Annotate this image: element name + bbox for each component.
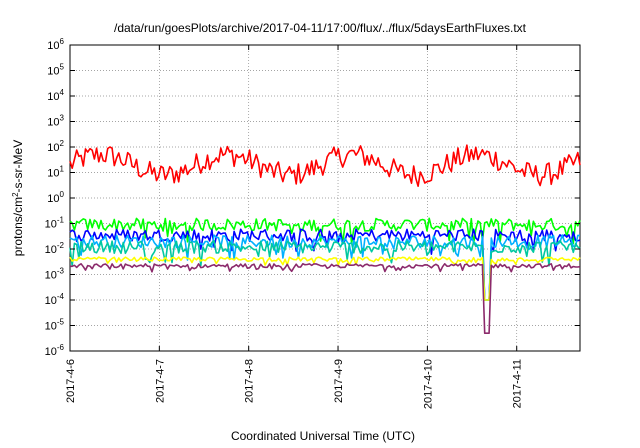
- x-axis-label: Coordinated Universal Time (UTC): [231, 429, 415, 443]
- x-tick-label: 2017-4-6: [65, 359, 77, 403]
- grid: [70, 45, 580, 351]
- x-tick-label: 2017-4-7: [154, 359, 166, 403]
- x-tick-label: 2017-4-10: [422, 359, 434, 409]
- y-tick-label: 103: [47, 114, 64, 129]
- x-tick-label: 2017-4-9: [333, 359, 345, 403]
- y-tick-label: 10-2: [45, 241, 65, 256]
- plot-area: [69, 44, 581, 352]
- y-axis-label: protons/cm2-s-sr-MeV: [11, 140, 26, 256]
- y-tick-label: 10-6: [45, 343, 65, 358]
- y-tick-label: 10-4: [45, 292, 65, 307]
- y-tick-label: 10-5: [45, 318, 65, 333]
- x-axis: 2017-4-6 2017-4-7 2017-4-8 2017-4-9 2017-4-1…: [65, 45, 524, 409]
- series-line: [69, 144, 581, 187]
- y-tick-label: 100: [47, 190, 64, 205]
- series-lines: [69, 144, 581, 335]
- y-tick-label: 105: [47, 63, 64, 78]
- y-tick-label: 106: [47, 37, 64, 52]
- x-tick-label: 2017-4-8: [244, 359, 256, 403]
- series-line: [69, 234, 581, 301]
- series-line: [70, 262, 581, 335]
- y-tick-label: 102: [47, 139, 64, 154]
- series-line: [69, 239, 581, 301]
- x-tick-label: 2017-4-11: [512, 359, 524, 408]
- y-axis: 10-6 10-5 10-4 10-3 10-2 10-1 100 101 102 103 104 1…: [45, 37, 580, 358]
- y-tick-label: 101: [47, 165, 64, 180]
- y-tick-label: 10-3: [45, 267, 65, 282]
- y-tick-label: 104: [47, 88, 64, 103]
- series-line: [69, 217, 581, 245]
- y-tick-label: 10-1: [45, 216, 65, 231]
- series-line: [69, 228, 581, 301]
- series-line: [69, 256, 581, 301]
- chart-title: /data/run/goesPlots/archive/2017-04-11/1…: [114, 21, 527, 35]
